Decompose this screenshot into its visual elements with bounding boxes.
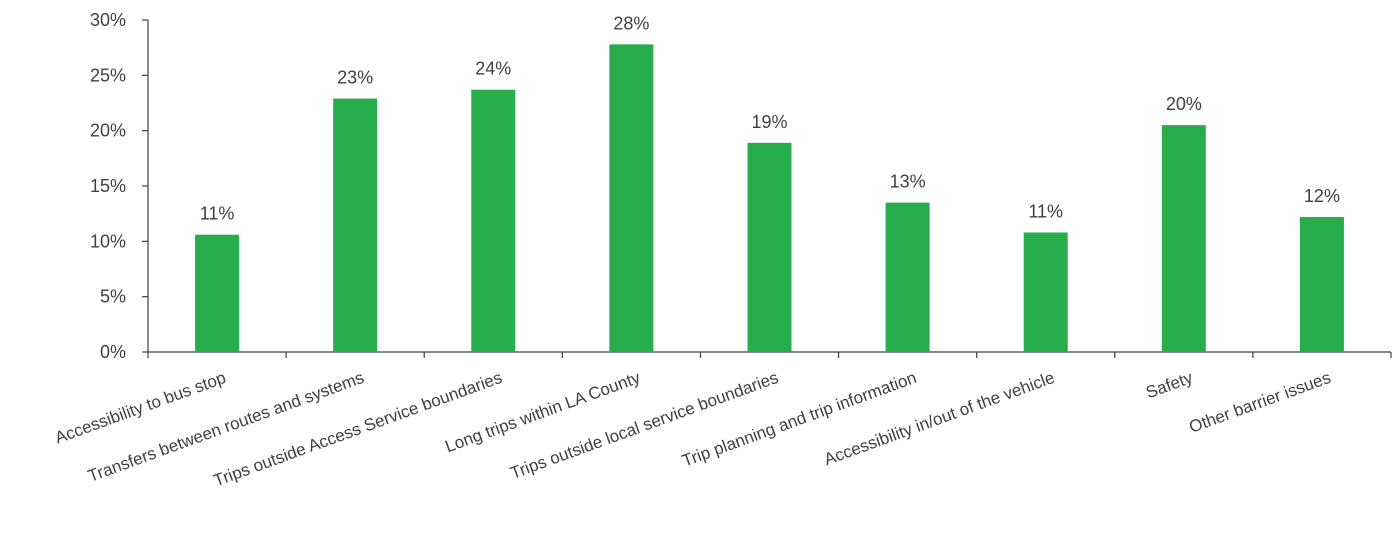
x-axis bbox=[147, 351, 1392, 358]
data-labels: 11% 23% 24% 28% 19% 13% 11% 20% 12% bbox=[200, 13, 1340, 223]
bar bbox=[1161, 125, 1206, 352]
y-tick-label: 15% bbox=[90, 176, 126, 196]
data-label: 24% bbox=[475, 59, 511, 79]
bar bbox=[333, 98, 378, 352]
y-tick-label: 10% bbox=[90, 231, 126, 251]
category-label: Trip planning and trip information bbox=[680, 368, 919, 471]
y-tick-label: 20% bbox=[90, 121, 126, 141]
data-label: 19% bbox=[751, 112, 787, 132]
bar bbox=[471, 89, 516, 352]
category-label: Safety bbox=[1143, 368, 1195, 403]
bar bbox=[609, 44, 654, 352]
data-label: 11% bbox=[200, 204, 235, 224]
y-tick-label: 30% bbox=[90, 10, 126, 30]
category-label: Trips outside local service boundaries bbox=[508, 368, 781, 483]
y-tick-label: 25% bbox=[90, 65, 126, 85]
y-axis: 0% 5% 10% 15% 20% 25% 30% bbox=[90, 10, 149, 362]
y-tick-label: 0% bbox=[100, 342, 126, 362]
data-label: 11% bbox=[1028, 201, 1063, 221]
bar bbox=[747, 142, 792, 352]
y-tick-label: 5% bbox=[100, 287, 126, 307]
category-label: Other barrier issues bbox=[1187, 368, 1334, 437]
bar bbox=[1299, 216, 1344, 352]
bar bbox=[1023, 232, 1068, 352]
bars bbox=[195, 44, 1344, 352]
bar bbox=[885, 202, 930, 352]
data-label: 20% bbox=[1166, 94, 1202, 114]
data-label: 28% bbox=[613, 13, 649, 33]
data-label: 13% bbox=[890, 172, 926, 192]
bar bbox=[195, 234, 240, 352]
data-label: 12% bbox=[1304, 186, 1340, 206]
data-label: 23% bbox=[337, 68, 373, 88]
category-label: Accessibility in/out of the vehicle bbox=[821, 368, 1057, 469]
